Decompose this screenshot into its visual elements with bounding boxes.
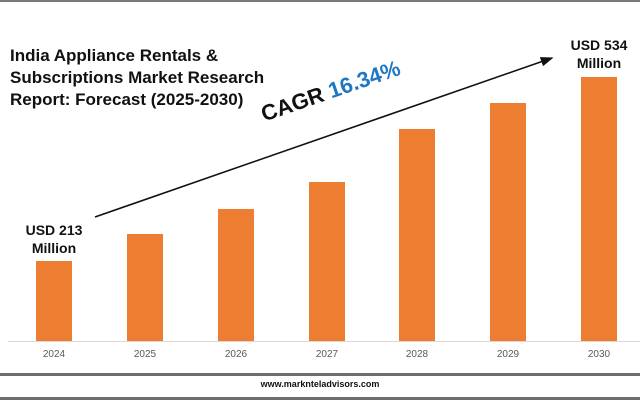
start-value-label: USD 213 Million — [25, 222, 83, 256]
x-tick-2026: 2026 — [224, 349, 248, 360]
footer-rule-top — [0, 373, 640, 376]
x-tick-2028: 2028 — [405, 349, 429, 360]
top-rule — [0, 0, 640, 2]
title-line-2: Subscriptions Market Research — [10, 68, 265, 87]
bar-2028 — [399, 129, 435, 341]
bar-2026 — [218, 209, 254, 341]
bar-2030 — [581, 77, 617, 341]
bar-2029 — [490, 103, 526, 341]
x-axis-line — [8, 341, 640, 342]
end-value-label: USD 534 Million — [570, 37, 628, 71]
x-tick-2030: 2030 — [587, 349, 611, 360]
title-line-1: India Appliance Rentals & — [10, 46, 219, 65]
chart-title: India Appliance Rentals & Subscriptions … — [10, 45, 280, 111]
x-tick-2027: 2027 — [315, 349, 339, 360]
bar-2027 — [309, 182, 345, 341]
footer-rule-bottom — [0, 397, 640, 400]
bar-2024 — [36, 261, 72, 341]
title-line-3: Report: Forecast (2025-2030) — [10, 90, 244, 109]
x-tick-2029: 2029 — [496, 349, 520, 360]
x-tick-2024: 2024 — [42, 349, 66, 360]
x-tick-2025: 2025 — [133, 349, 157, 360]
bar-2025 — [127, 234, 163, 341]
footer-url: www.marknteladvisors.com — [260, 379, 380, 389]
